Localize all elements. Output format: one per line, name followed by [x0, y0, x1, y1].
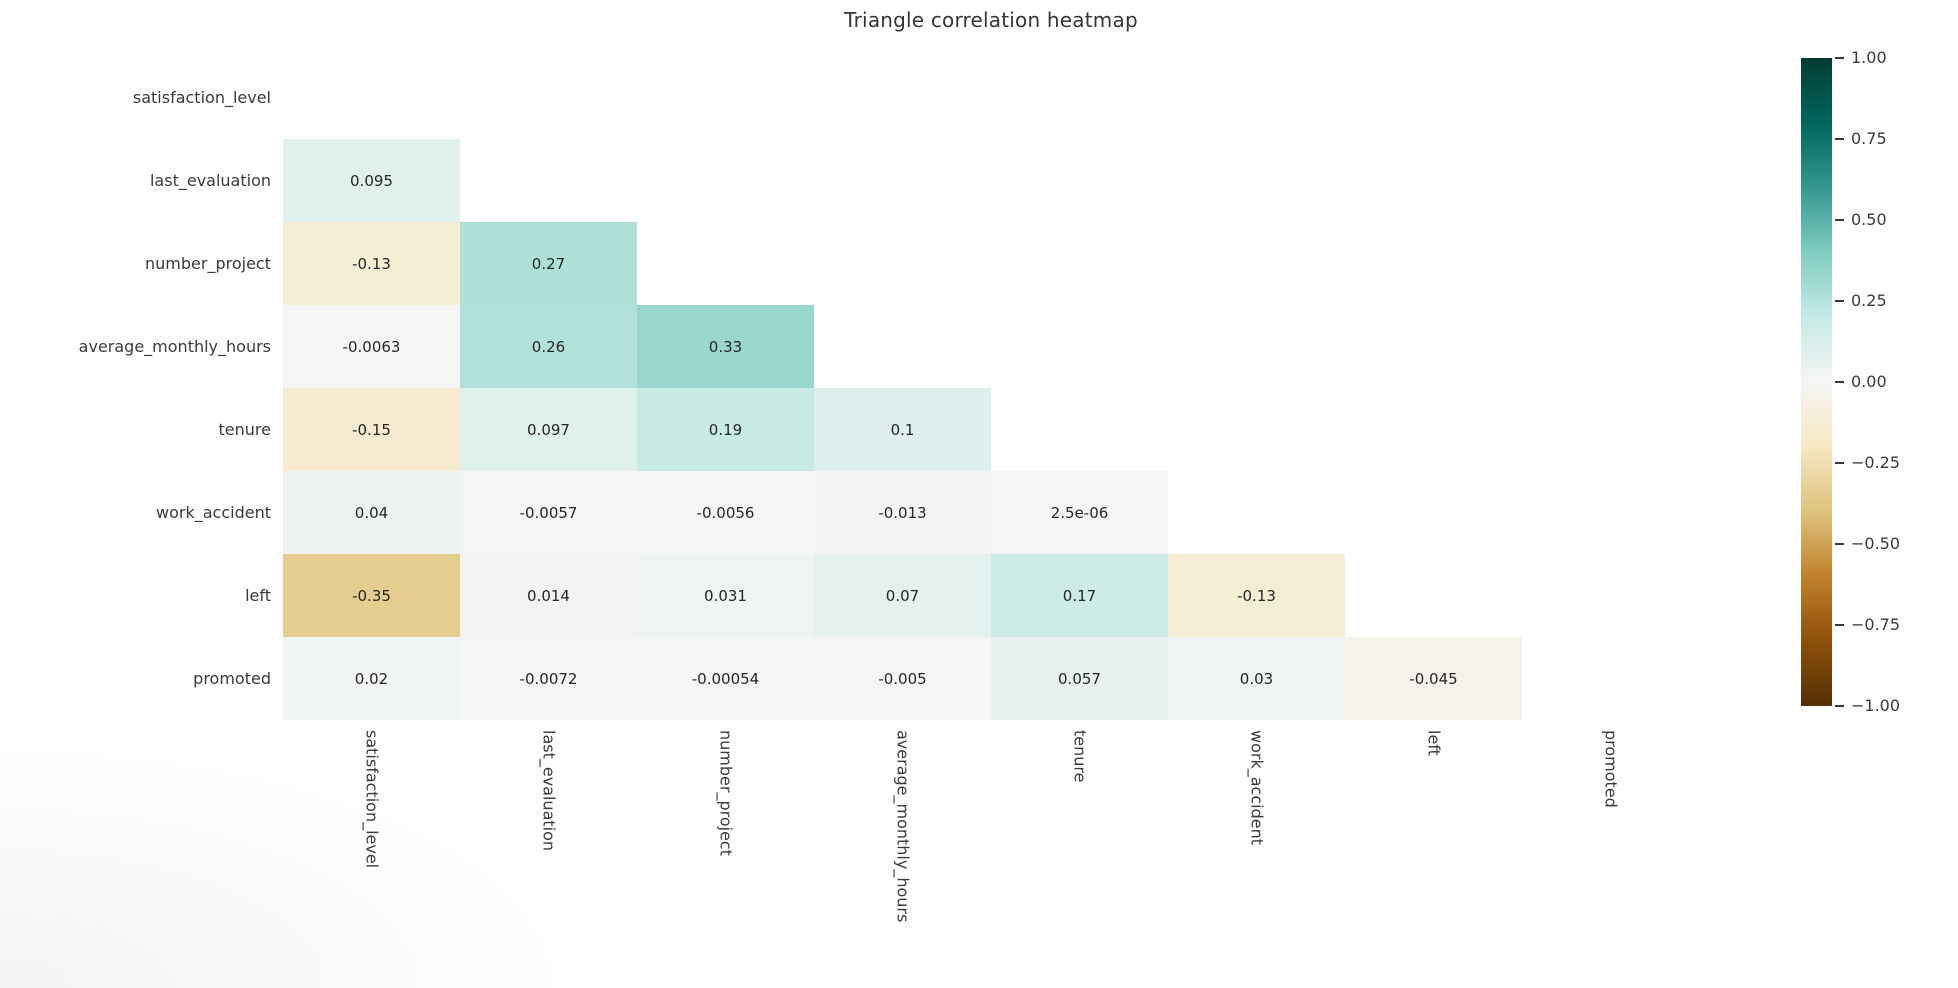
heatmap-cell: -0.13 [283, 222, 460, 305]
corner-shadow-artifact [0, 748, 560, 988]
x-axis-label: last_evaluation [539, 730, 559, 852]
cell-value: 0.031 [704, 586, 747, 605]
y-axis-label: number_project [145, 254, 271, 273]
cell-value: 0.07 [885, 586, 920, 605]
heatmap-cell: 0.031 [637, 554, 814, 637]
x-axis-label: number_project [716, 730, 736, 856]
colorbar-tick-mark [1835, 219, 1844, 221]
cell-value: 0.26 [531, 337, 566, 356]
colorbar-tick-label: 0.25 [1851, 291, 1887, 311]
colorbar-tick-mark [1835, 624, 1844, 626]
colorbar-tick-label: −0.75 [1851, 615, 1901, 635]
heatmap-cell: -0.00054 [637, 637, 814, 720]
heatmap-cell: 0.02 [283, 637, 460, 720]
colorbar-tick-mark [1835, 705, 1844, 707]
cell-value: -0.15 [352, 420, 391, 439]
y-axis-label: left [245, 586, 271, 605]
heatmap-cell: 0.17 [991, 554, 1168, 637]
colorbar-tick-mark [1835, 462, 1844, 464]
cell-value: 0.02 [354, 669, 389, 688]
heatmap-cell: 0.33 [637, 305, 814, 388]
x-axis-label: promoted [1601, 730, 1621, 808]
heatmap-cell: 0.04 [283, 471, 460, 554]
cell-value: 0.057 [1058, 669, 1101, 688]
heatmap-cell: 2.5e-06 [991, 471, 1168, 554]
colorbar-tick-label: 0.75 [1851, 129, 1887, 149]
heatmap-cell: 0.26 [460, 305, 637, 388]
colorbar-tick-label: −1.00 [1851, 696, 1901, 716]
cell-value: 0.1 [890, 420, 915, 439]
y-axis-label: satisfaction_level [132, 88, 271, 107]
heatmap-cell: -0.35 [283, 554, 460, 637]
cell-value: 0.27 [531, 254, 566, 273]
cell-value: -0.35 [352, 586, 391, 605]
colorbar-tick-mark [1835, 138, 1844, 140]
heatmap-cell: 0.097 [460, 388, 637, 471]
cell-value: 0.19 [708, 420, 743, 439]
heatmap-cell: 0.03 [1168, 637, 1345, 720]
x-axis-label: work_accident [1247, 730, 1267, 845]
colorbar-tick-label: 0.50 [1851, 210, 1887, 230]
colorbar-tick-label: −0.25 [1851, 453, 1901, 473]
heatmap-cell: -0.005 [814, 637, 991, 720]
y-axis-label: tenure [218, 420, 271, 439]
colorbar-tick-label: 1.00 [1851, 48, 1887, 68]
heatmap-cell: 0.057 [991, 637, 1168, 720]
cell-value: 0.097 [527, 420, 570, 439]
y-axis-label: average_monthly_hours [78, 337, 271, 356]
x-axis-label: left [1424, 730, 1444, 756]
x-axis-label: satisfaction_level [362, 730, 382, 869]
y-axis-label: work_accident [156, 503, 271, 522]
cell-value: -0.0056 [696, 503, 755, 522]
cell-value: -0.0072 [519, 669, 578, 688]
y-axis-label: promoted [193, 669, 271, 688]
cell-value: 0.03 [1239, 669, 1274, 688]
heatmap-cell: 0.27 [460, 222, 637, 305]
chart-title: Triangle correlation heatmap [844, 8, 1138, 32]
cell-value: -0.045 [1409, 669, 1458, 688]
heatmap-cell: -0.013 [814, 471, 991, 554]
colorbar-tick-mark [1835, 543, 1844, 545]
cell-value: 0.17 [1062, 586, 1097, 605]
colorbar-tick-mark [1835, 381, 1844, 383]
heatmap-cell: 0.19 [637, 388, 814, 471]
cell-value: -0.0057 [519, 503, 578, 522]
cell-value: 0.014 [527, 586, 570, 605]
colorbar-tick-mark [1835, 57, 1844, 59]
cell-value: 0.095 [350, 171, 393, 190]
heatmap-cell: -0.0072 [460, 637, 637, 720]
colorbar [1801, 58, 1832, 706]
heatmap-cell: 0.07 [814, 554, 991, 637]
colorbar-tick-label: 0.00 [1851, 372, 1887, 392]
cell-value: 2.5e-06 [1050, 503, 1109, 522]
x-axis-label: average_monthly_hours [893, 730, 913, 923]
x-axis-label: tenure [1070, 730, 1090, 783]
heatmap-cell: -0.045 [1345, 637, 1522, 720]
heatmap-cell: -0.13 [1168, 554, 1345, 637]
cell-value: 0.04 [354, 503, 389, 522]
heatmap-cell: -0.0063 [283, 305, 460, 388]
y-axis-label: last_evaluation [149, 171, 271, 190]
heatmap-cell: -0.0057 [460, 471, 637, 554]
cell-value: -0.00054 [691, 669, 760, 688]
cell-value: -0.013 [878, 503, 927, 522]
cell-value: -0.0063 [342, 337, 401, 356]
heatmap-cell: -0.15 [283, 388, 460, 471]
heatmap-cell: -0.0056 [637, 471, 814, 554]
heatmap-cell: 0.095 [283, 139, 460, 222]
cell-value: -0.13 [352, 254, 391, 273]
heatmap-cell: 0.014 [460, 554, 637, 637]
colorbar-tick-label: −0.50 [1851, 534, 1901, 554]
cell-value: -0.13 [1237, 586, 1276, 605]
heatmap-cell: 0.1 [814, 388, 991, 471]
cell-value: 0.33 [708, 337, 743, 356]
colorbar-tick-mark [1835, 300, 1844, 302]
cell-value: -0.005 [878, 669, 927, 688]
